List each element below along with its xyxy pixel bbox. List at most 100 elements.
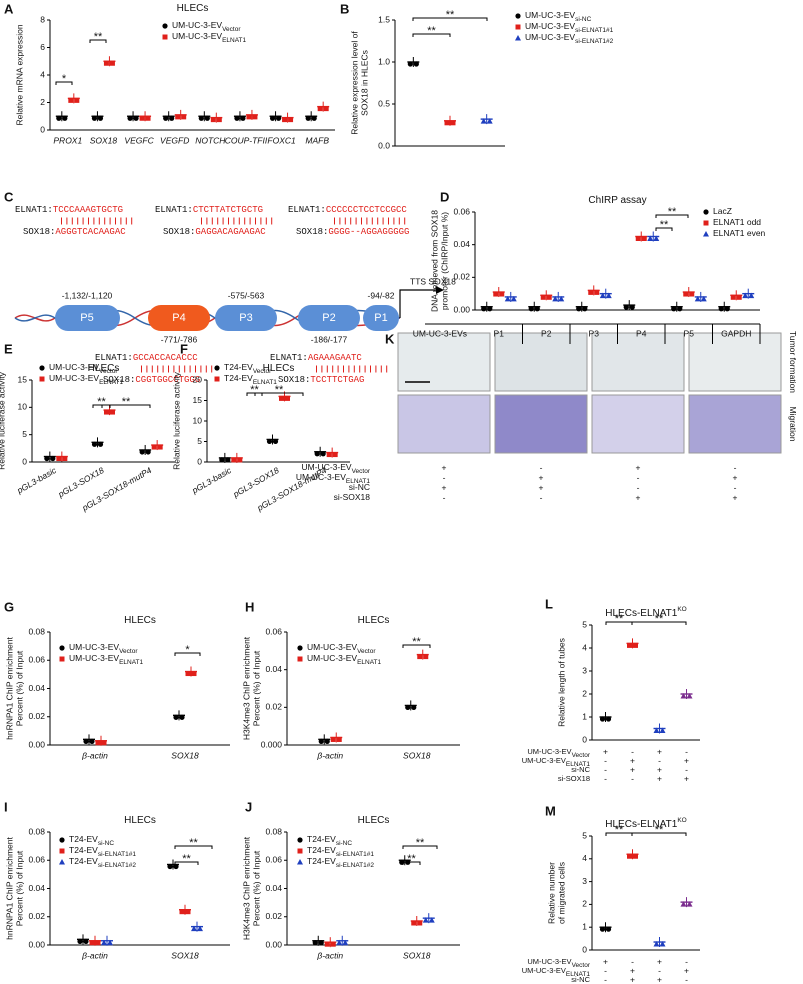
marker (730, 294, 736, 300)
legend-label-main: T24-EV (224, 373, 253, 383)
condition-mark: - (443, 492, 446, 502)
marker (110, 409, 115, 415)
marker (101, 740, 107, 746)
marker (179, 909, 185, 915)
chart-title: HLECs (177, 3, 209, 14)
condition-mark: + (630, 974, 635, 984)
x-tick-label: P3 (589, 328, 600, 338)
chart-title-main: HLECs-ELNAT1 (605, 608, 677, 619)
chart-title-sup: KO (677, 817, 686, 824)
y-tick-label: 0.06 (28, 655, 45, 665)
marker (659, 941, 666, 947)
annotation: ** (412, 636, 421, 648)
marker (297, 859, 303, 865)
condition-label-main: UM-UC-3-EV (527, 747, 571, 756)
legend-label-main: UM-UC-3-EV (525, 21, 575, 31)
box-label: P3 (239, 312, 252, 324)
annotation: ** (250, 384, 259, 396)
marker (59, 837, 65, 843)
marker (288, 117, 294, 123)
x-tick-label: pGL3-basic (189, 465, 233, 496)
seq: TCCTTCTGAG (310, 375, 364, 385)
marker (627, 853, 632, 859)
legend-label-main: ELNAT1 odd (713, 217, 761, 227)
legend-label: ELNAT1 even (713, 228, 766, 238)
bracket (402, 845, 438, 849)
condition-mark: - (658, 965, 661, 975)
promoter-box (298, 305, 360, 331)
box-label: P2 (322, 312, 335, 324)
bracket (631, 832, 687, 836)
marker (599, 292, 606, 299)
legend-label-sub: Vector (253, 368, 272, 375)
marker (653, 727, 660, 733)
y-tick-label: 0 (22, 456, 27, 466)
marker (546, 294, 552, 300)
panel-letter: C (4, 189, 14, 204)
promoter-box (363, 305, 399, 331)
seq: CGGTGGCCTGGG (135, 375, 200, 385)
marker (605, 292, 612, 299)
chart-title: HLECs-ELNAT1KO (605, 606, 686, 619)
marker (68, 97, 74, 103)
marker (700, 295, 707, 302)
promoter-box (148, 305, 210, 331)
y-axis-label: Percent (%) of Input (14, 850, 24, 926)
condition-label-main: si-SOX18 (558, 774, 590, 783)
bracket (655, 214, 689, 218)
chart-title-main: HLECs-ELNAT1 (605, 819, 677, 830)
legend-label: UM-UC-3-EVELNAT1 (69, 653, 144, 665)
x-tick-label: VEGFD (160, 135, 189, 145)
marker (197, 925, 203, 932)
x-tick-label: P2 (541, 328, 552, 338)
condition-label-main: si-SOX18 (334, 492, 371, 502)
condition-mark: + (603, 746, 608, 756)
legend-label-main: UM-UC-3-EV (172, 31, 222, 41)
y-axis-label: Relative luciferase activity (0, 371, 6, 470)
seq: GGGG--AGGAGGGGG (328, 227, 409, 237)
y-axis-label: DNA retrieved from SOX18 (429, 210, 439, 312)
marker (534, 306, 540, 312)
marker (552, 295, 559, 302)
position-label: -575/-563 (228, 290, 265, 300)
chart-title-main: ChIRP assay (588, 195, 646, 206)
y-tick-label: 1.0 (378, 56, 390, 66)
condition-mark: - (734, 462, 737, 472)
legend-label-main: UM-UC-3-EV (172, 20, 222, 30)
legend-label: UM-UC-3-EVVector (49, 362, 118, 374)
y-tick-label: 0.06 (265, 626, 282, 636)
migration-image (397, 394, 491, 454)
seq-name: ELNAT1: (270, 353, 308, 363)
legend-label: UM-UC-3-EVVector (172, 20, 241, 32)
legend-label-sub: ELNAT1 (357, 659, 381, 666)
condition-mark: - (540, 462, 543, 472)
chart-title: HLECs-ELNAT1KO (605, 817, 686, 830)
marker (330, 736, 336, 742)
condition-mark: + (657, 773, 662, 783)
annotation: ** (427, 25, 436, 37)
marker (185, 671, 191, 677)
marker (191, 925, 197, 932)
marker (104, 409, 109, 415)
y-tick-label: 0 (582, 734, 587, 744)
marker (342, 939, 349, 946)
legend-label-sub: ELNAT1 (222, 37, 246, 44)
y-tick-label: 0 (582, 944, 587, 954)
y-tick-label: 0 (40, 124, 45, 134)
legend-label-main: T24-EV (69, 845, 98, 855)
y-tick-label: 5 (582, 619, 587, 629)
marker (320, 451, 326, 457)
marker (39, 376, 45, 382)
condition-label: UM-UC-3-EVELNAT1 (522, 756, 591, 768)
condition-label-sub: ELNAT1 (566, 971, 590, 978)
legend-label: T24-EVsi-ELNAT1#1 (69, 845, 136, 857)
legend-label-sub: si-ELNAT1#1 (336, 851, 375, 858)
marker (627, 642, 632, 648)
tube-image (688, 332, 782, 392)
marker (659, 727, 666, 733)
panel-letter: E (4, 341, 13, 356)
condition-mark: + (636, 492, 641, 502)
condition-mark: - (540, 492, 543, 502)
y-tick-label: 1 (582, 711, 587, 721)
